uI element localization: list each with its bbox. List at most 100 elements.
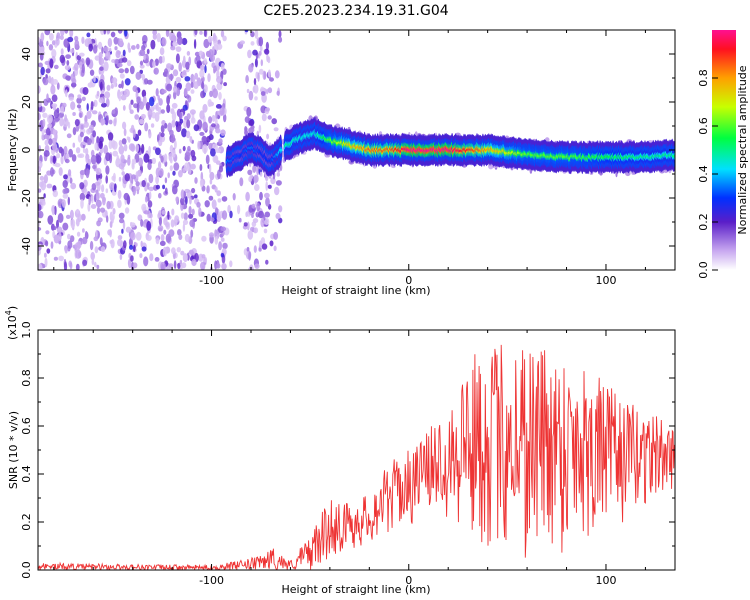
noise-blob [77,213,82,223]
noise-blob [53,118,60,123]
noise-blob [165,30,170,34]
noise-blob [53,256,59,261]
noise-blob [218,138,223,145]
noise-blob [105,188,109,194]
noise-blob [267,87,273,94]
noise-blob [56,219,59,229]
noise-blob [49,33,54,41]
noise-blob [216,76,222,84]
noise-blob [69,235,75,243]
noise-blob [93,75,96,83]
noise-blob [147,200,153,208]
noise-blob [132,129,136,138]
noise-blob [76,104,82,109]
noise-blob [62,102,67,108]
noise-blob [201,254,206,259]
noise-blob [215,148,222,153]
noise-blob [54,205,57,216]
noise-blob [130,232,136,241]
noise-blob [203,30,207,37]
noise-blob [220,237,225,242]
noise-blob [192,75,196,84]
noise-blob [105,165,110,175]
noise-blob [117,238,123,247]
noise-blob [68,96,74,101]
noise-blob [167,210,170,220]
noise-blob [155,237,160,245]
noise-blob [86,110,92,120]
noise-blob [38,145,41,153]
noise-blob [56,153,61,159]
noise-blob [151,111,157,119]
noise-blob [214,186,218,193]
snr-x-label: Height of straight line (km) [281,583,430,596]
noise-blob [202,121,209,132]
noise-blob [258,68,264,75]
noise-blob [254,263,260,270]
noise-blob [155,88,159,97]
noise-blob [111,213,115,221]
noise-blob [59,117,64,127]
noise-blob [243,222,248,227]
noise-blob [44,252,47,258]
noise-blob [218,91,222,101]
noise-blob [84,230,88,239]
noise-blob [125,226,132,233]
noise-blob [103,46,109,52]
noise-blob [208,142,214,150]
noise-blob [139,253,143,259]
noise-blob [175,196,179,203]
noise-blob [173,90,177,100]
noise-blob [113,77,117,88]
noise-blob [244,126,248,132]
noise-blob [139,101,145,110]
noise-blob [220,253,225,258]
noise-blob [139,60,144,66]
noise-blob [166,63,172,69]
noise-blob [69,262,73,270]
noise-blob [244,130,248,136]
noise-blob [247,49,252,59]
noise-blob [59,35,64,40]
noise-blob [276,172,280,177]
noise-blob [178,148,182,154]
noise-blob [57,213,64,223]
noise-blob [172,41,179,47]
noise-blob [162,120,165,125]
noise-blob [168,229,175,237]
noise-blob [62,117,69,128]
noise-blob [209,90,214,98]
noise-blob [245,191,250,202]
noise-blob [196,201,201,208]
noise-blob [90,252,95,261]
noise-blob [246,221,250,231]
noise-blob [206,185,210,194]
noise-blob [266,133,270,140]
noise-blob [118,163,125,170]
noise-blob [201,135,207,144]
noise-blob [140,219,144,227]
noise-blob [170,219,175,228]
noise-blob [187,145,191,152]
noise-blob [117,189,122,200]
noise-blob [128,103,132,111]
noise-blob [181,128,187,138]
noise-blob [169,129,174,136]
noise-blob [269,77,274,82]
noise-blob [96,90,100,97]
noise-blob [112,172,116,183]
noise-blob [136,43,140,50]
y-tick-label: 0 [20,147,33,154]
spectrogram-y-label: Frequency (Hz) [6,109,19,192]
noise-blob [79,182,85,190]
noise-blob [107,37,113,48]
noise-blob [109,240,113,244]
noise-blob [164,187,168,195]
noise-blob [258,50,262,56]
noise-blob [95,167,102,176]
noise-blob [85,57,91,66]
noise-blob [212,32,216,42]
noise-blob [271,118,278,125]
noise-blob [88,196,91,206]
noise-blob [51,49,57,58]
